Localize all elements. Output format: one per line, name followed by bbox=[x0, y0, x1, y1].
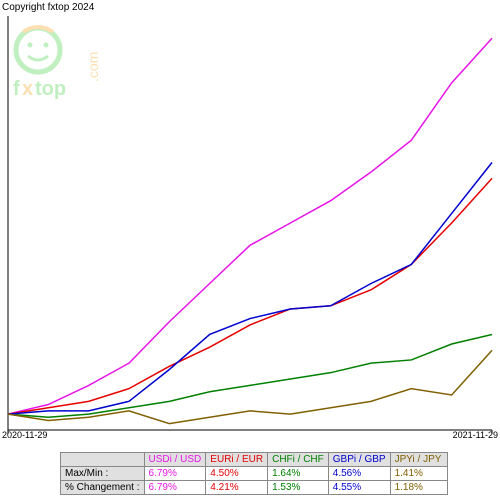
table-cell: 4.55% bbox=[328, 481, 390, 495]
table-col-header: GBPi / GBP bbox=[328, 453, 390, 467]
table-col-header: EURi / EUR bbox=[206, 453, 268, 467]
table-corner bbox=[61, 453, 145, 467]
copyright-text: Copyright fxtop 2024 bbox=[2, 2, 94, 13]
line-chart bbox=[6, 14, 494, 434]
table-row-header: % Changement : bbox=[61, 481, 145, 495]
table-row-header: Max/Min : bbox=[61, 467, 145, 481]
table-cell: 1.53% bbox=[268, 481, 329, 495]
table-col-header: JPYi / JPY bbox=[390, 453, 447, 467]
table-cell: 4.50% bbox=[206, 467, 268, 481]
table-cell: 1.41% bbox=[390, 467, 447, 481]
x-axis-start-label: 2020-11-29 bbox=[2, 430, 47, 440]
chart-area bbox=[6, 14, 494, 434]
table-cell: 4.56% bbox=[328, 467, 390, 481]
table-col-header: USDi / USD bbox=[144, 453, 206, 467]
table-cell: 1.64% bbox=[268, 467, 329, 481]
table-cell: 1.18% bbox=[390, 481, 447, 495]
table-col-header: CHFi / CHF bbox=[268, 453, 329, 467]
table-cell: 6.79% bbox=[144, 481, 206, 495]
table-cell: 6.79% bbox=[144, 467, 206, 481]
table-cell: 4.21% bbox=[206, 481, 268, 495]
x-axis-end-label: 2021-11-29 bbox=[453, 430, 498, 440]
summary-table: USDi / USDEURi / EURCHFi / CHFGBPi / GBP… bbox=[60, 452, 448, 495]
